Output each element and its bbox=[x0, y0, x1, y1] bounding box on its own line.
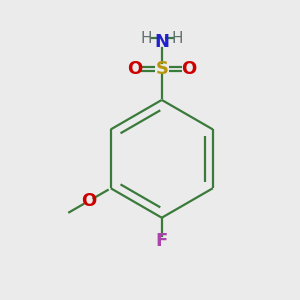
Text: O: O bbox=[127, 60, 142, 78]
Text: F: F bbox=[156, 232, 168, 250]
Text: O: O bbox=[81, 192, 96, 210]
Text: N: N bbox=[154, 33, 169, 51]
Text: H: H bbox=[171, 32, 183, 46]
Text: O: O bbox=[181, 60, 196, 78]
Text: H: H bbox=[141, 32, 152, 46]
Text: S: S bbox=[155, 60, 168, 78]
